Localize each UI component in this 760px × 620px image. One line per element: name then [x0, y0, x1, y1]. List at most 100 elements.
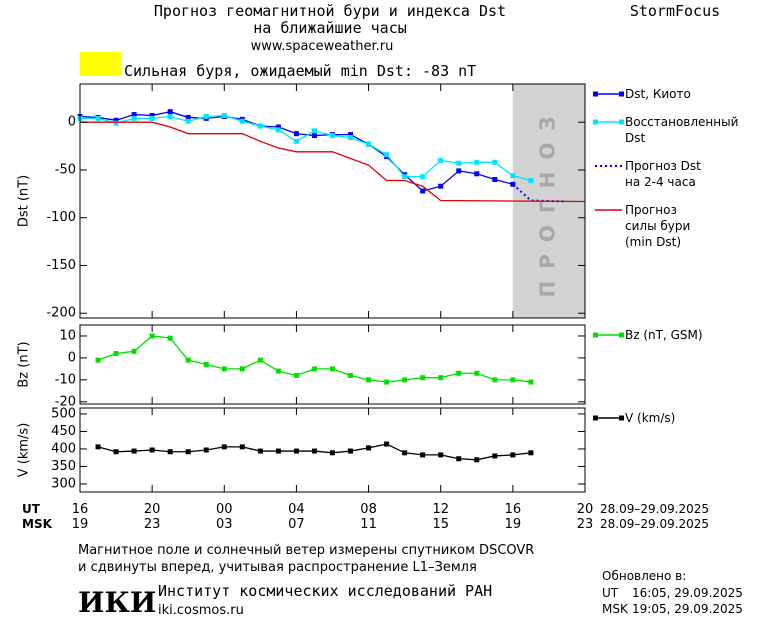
- point: [474, 171, 480, 177]
- point: [456, 160, 462, 166]
- point: [131, 348, 137, 354]
- y-tick-label: -200: [46, 306, 76, 321]
- y-tick-label: 0: [68, 350, 76, 365]
- point: [311, 128, 317, 134]
- y-axis-label: Bz (nT): [17, 341, 32, 387]
- series-line: [80, 121, 586, 203]
- y-axis-label: Dst (nT): [17, 175, 32, 227]
- point: [402, 174, 408, 180]
- zone: UT: [602, 586, 619, 600]
- point: [402, 377, 408, 383]
- x-tick-label: 20: [144, 502, 161, 517]
- x-tick-label: 04: [288, 502, 305, 517]
- x-tick-label-msk: 15: [432, 517, 449, 532]
- point: [348, 132, 354, 138]
- point: [528, 177, 534, 183]
- point: [149, 333, 155, 339]
- legend-entry: Восстановленный Dst: [625, 115, 739, 145]
- point: [167, 335, 173, 341]
- point: [384, 152, 390, 158]
- x-tick-label: 08: [360, 502, 377, 517]
- y-tick-label: -20: [55, 394, 76, 409]
- point: [510, 377, 516, 383]
- y-tick-label: -50: [55, 162, 76, 177]
- point: [239, 118, 245, 124]
- point: [420, 375, 426, 381]
- point: [311, 133, 317, 139]
- footer-note: и сдвинуты вперед, учитывая распростране…: [78, 560, 477, 575]
- updated-msk: MSK 19:05, 29.09.2025: [602, 602, 743, 616]
- point: [185, 118, 191, 124]
- point: [456, 370, 462, 376]
- point: [149, 447, 155, 453]
- x-tick-label: 16: [505, 502, 522, 517]
- date-range: 28.09–29.09.2025: [600, 502, 709, 516]
- point: [384, 441, 390, 447]
- point: [185, 449, 191, 455]
- point: [257, 123, 263, 129]
- legend-entry: Прогноз силы бури (min Dst): [625, 203, 691, 249]
- point: [167, 449, 173, 455]
- legend-marker: [593, 91, 598, 97]
- point: [510, 452, 516, 458]
- legend-marker: [619, 91, 624, 97]
- point: [366, 141, 372, 147]
- point: [438, 375, 444, 381]
- x-tick-label-msk: 19: [505, 517, 522, 532]
- legend-entry: Прогноз Dst на 2-4 часа: [625, 159, 701, 189]
- y-tick-label: 300: [51, 476, 76, 491]
- point: [131, 115, 137, 121]
- point: [275, 124, 281, 130]
- point: [203, 362, 209, 367]
- y-axis-label: V (km/s): [17, 423, 32, 478]
- y-tick-label: 400: [51, 441, 76, 456]
- x-tick-label-msk: 11: [360, 517, 377, 532]
- series-line: [80, 114, 532, 182]
- point: [311, 448, 317, 454]
- legend-entry: Bz (nT, GSM): [625, 328, 703, 342]
- point: [95, 115, 101, 121]
- legend-marker: [593, 332, 598, 338]
- series-line: [97, 335, 531, 383]
- x-tick-label-msk: 03: [216, 517, 233, 532]
- point: [239, 444, 245, 450]
- footer-note: Магнитное поле и солнечный ветер измерен…: [78, 543, 534, 558]
- point: [420, 188, 426, 194]
- site: iki.cosmos.ru: [158, 603, 244, 618]
- ut-label: UT: [22, 502, 41, 516]
- legend-marker: [619, 332, 624, 338]
- point: [167, 113, 173, 119]
- point: [492, 177, 498, 183]
- point: [239, 366, 245, 372]
- y-tick-label: -150: [46, 258, 76, 273]
- x-tick-label: 16: [72, 502, 89, 517]
- x-tick-label: 20: [577, 502, 594, 517]
- subtitle: на ближайшие часы: [253, 19, 407, 37]
- y-tick-label: 450: [51, 424, 76, 439]
- point: [149, 113, 155, 119]
- point: [275, 368, 281, 374]
- point: [113, 449, 119, 455]
- point: [275, 127, 281, 133]
- point: [293, 448, 299, 454]
- point: [185, 357, 191, 363]
- plot-frame: [79, 83, 586, 319]
- point: [474, 457, 480, 463]
- x-tick-label-msk: 07: [288, 517, 305, 532]
- legend-entry: Dst, Киото: [625, 87, 691, 101]
- point: [456, 168, 462, 174]
- y-tick-label: 350: [51, 459, 76, 474]
- point: [348, 134, 354, 140]
- legend-marker: [619, 119, 624, 125]
- legend-marker: [593, 415, 598, 421]
- legend-marker: [593, 119, 598, 125]
- point: [95, 444, 101, 450]
- brand: StormFocus: [630, 2, 720, 20]
- point: [510, 173, 516, 179]
- point: [311, 366, 317, 372]
- x-tick-label: 00: [216, 502, 233, 517]
- point: [528, 450, 534, 456]
- point: [528, 379, 534, 385]
- title: Прогноз геомагнитной бури и индекса Dst: [154, 2, 506, 20]
